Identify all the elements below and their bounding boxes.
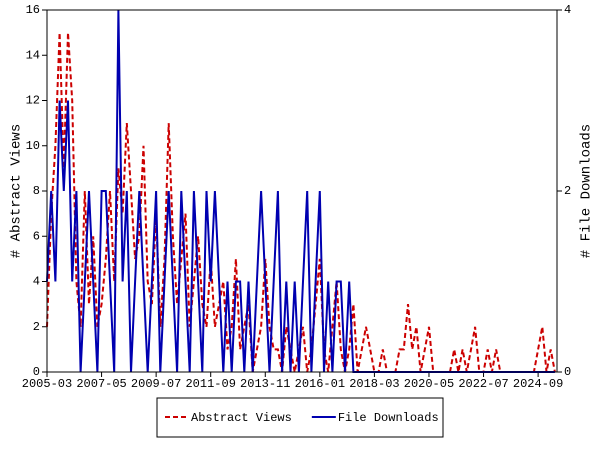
y2-tick-label: 2 xyxy=(564,184,571,198)
y-tick-label: 10 xyxy=(26,139,40,153)
plot-frame xyxy=(46,9,558,373)
y-tick-label: 16 xyxy=(26,3,40,17)
x-tick-label: 2007-05 xyxy=(76,377,126,391)
y2-tick-label: 4 xyxy=(564,3,571,17)
y-tick-label: 14 xyxy=(26,48,40,62)
x-tick-label: 2013-11 xyxy=(240,377,290,391)
x-tick-label: 2018-03 xyxy=(349,377,399,391)
y2-tick-label: 0 xyxy=(564,365,571,379)
x-tick-label: 2022-07 xyxy=(458,377,508,391)
legend-label: File Downloads xyxy=(338,411,439,425)
y2-axis-label: # File Downloads xyxy=(579,124,595,258)
y-tick-label: 12 xyxy=(26,94,40,108)
y-tick-label: 2 xyxy=(33,320,40,334)
legend-label: Abstract Views xyxy=(191,411,292,425)
x-tick-label: 2016-01 xyxy=(295,377,345,391)
x-tick-label: 2011-09 xyxy=(185,377,235,391)
legend-box xyxy=(156,397,444,438)
x-tick-label: 2024-09 xyxy=(513,377,563,391)
y-tick-label: 6 xyxy=(33,229,40,243)
x-tick-label: 2005-03 xyxy=(22,377,72,391)
y-axis-label: # Abstract Views xyxy=(9,124,25,258)
y-tick-label: 4 xyxy=(33,275,40,289)
y-tick-label: 0 xyxy=(33,365,40,379)
x-tick-label: 2009-07 xyxy=(131,377,181,391)
x-tick-label: 2020-05 xyxy=(404,377,454,391)
y-tick-label: 8 xyxy=(33,184,40,198)
